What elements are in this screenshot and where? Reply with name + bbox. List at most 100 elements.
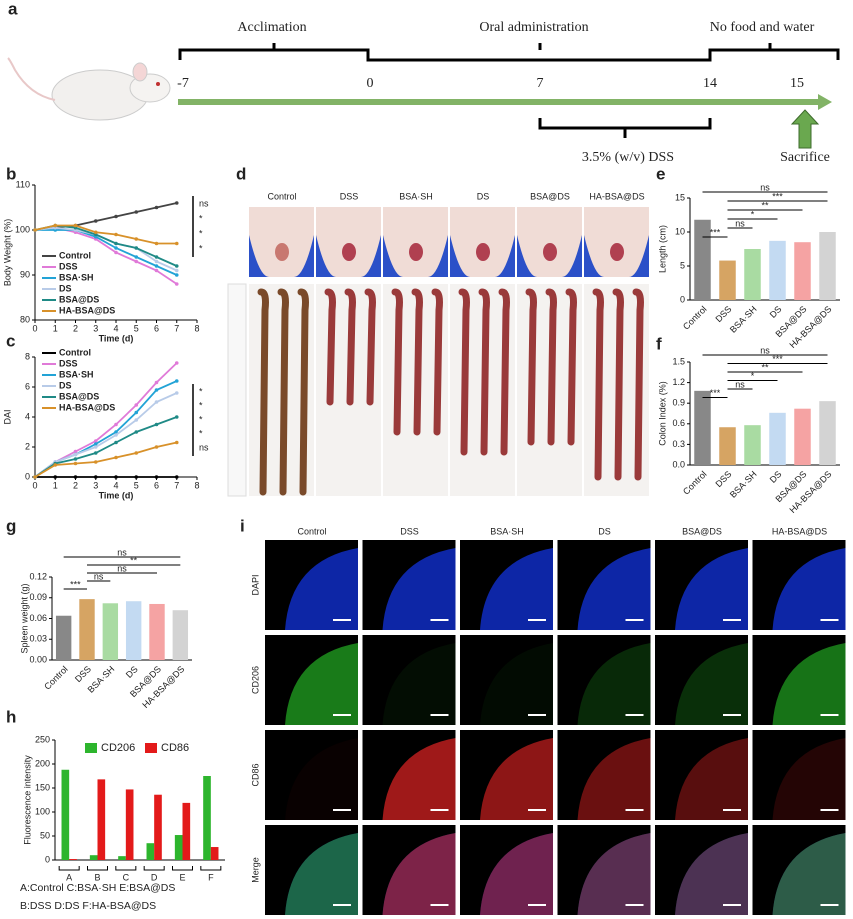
x-tick-label: 1 [53,480,58,490]
point [174,475,179,479]
x-tick-label: DS [768,304,784,320]
tissue-signal [772,738,846,820]
day-label: 14 [703,76,717,91]
point [174,415,179,419]
point [73,475,78,479]
panel-label: b [6,164,16,183]
colon [344,288,356,406]
x-axis-title: Time (d) [99,490,134,500]
x-tick-label: 2 [73,323,78,333]
significance-label: *** [772,354,783,364]
panel-label: h [6,707,16,726]
point [114,475,118,479]
day-label: 7 [537,76,544,91]
point [53,223,58,228]
significance-label: *** [710,227,721,237]
bar [819,232,836,300]
dss-brace [538,118,712,138]
point [114,246,118,250]
category-bracket [200,866,222,871]
channel-label: DAPI [250,574,260,595]
y-tick-label: 0.3 [672,439,685,449]
point [114,455,118,460]
point [114,232,118,237]
significance-label: *** [710,388,721,398]
legend-label: Control [59,250,91,260]
y-tick-label: 5 [680,260,685,270]
point [93,445,98,449]
colon [545,288,557,446]
bar [55,615,72,660]
significance-label: ** [130,555,138,565]
x-tick-label: D [151,872,158,882]
group-label: DS [477,191,490,201]
tissue-signal [382,548,456,630]
x-tick-label: 3 [93,480,98,490]
panel-label: c [6,331,15,350]
y-tick-label: 1.5 [672,356,685,366]
tissue-signal [480,833,553,915]
panel-label: d [236,164,246,183]
significance-label: ns [117,563,127,573]
treatment-label: 3.5% (w/v) DSS [582,150,674,165]
x-tick-label: E [179,872,185,882]
colon [411,288,423,436]
legend-label: BSA@DS [59,391,99,401]
bar [89,855,98,860]
colon [391,288,403,436]
x-tick-label: A [66,872,72,882]
point [53,463,58,467]
day-label: -7 [177,76,189,91]
glove [316,235,381,277]
tissue-signal [285,643,358,725]
significance-label: ns [199,442,209,452]
y-tick-label: 0.0 [672,459,685,469]
tissue-signal [285,548,358,630]
group-label: DSS [400,526,419,536]
y-axis-title: Body Weight (%) [2,219,12,286]
channel-label: Merge [250,857,260,883]
colon [478,288,490,456]
x-tick-label: 8 [194,323,199,333]
tissue-signal [382,643,456,725]
bar [118,856,126,860]
legend-label: HA-BSA@DS [59,305,115,315]
tissue-signal [480,548,553,630]
bar [203,776,211,860]
bar [102,603,119,660]
point [73,461,78,466]
significance-label: * [199,428,203,438]
micrograph [460,635,553,725]
point [174,268,179,273]
point [134,430,139,434]
tissue-signal [480,738,553,820]
point [134,451,139,455]
y-tick-label: 100 [15,224,30,234]
glove [450,235,515,277]
legend-label: DS [59,283,72,293]
point [73,223,78,228]
point [154,422,159,427]
x-tick-label: 7 [174,323,179,333]
series-line [35,229,178,276]
tissue-signal [577,738,651,820]
group-label: DSS [340,191,359,201]
x-axis-title: Time (d) [99,333,134,343]
micrograph [655,635,748,725]
group-label: DS [598,526,611,536]
y-tick-label: 0.06 [29,613,47,623]
point [174,241,179,246]
mouse [7,57,171,121]
bar [769,412,786,465]
tissue-signal [577,643,651,725]
footnote: A:Control C:BSA·SH E:BSA@DS [20,882,175,894]
significance-label: * [199,414,203,424]
phase-label: No food and water [710,20,815,35]
bar [719,427,736,465]
point [33,228,37,232]
y-tick-label: 110 [16,179,30,189]
panel-label: g [6,516,16,535]
category-bracket [172,866,193,871]
anus-photo [249,207,314,277]
tissue-signal [675,548,748,630]
